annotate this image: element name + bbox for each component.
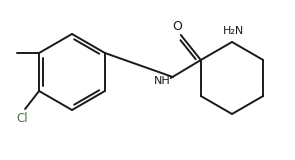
Text: NH: NH [153, 76, 170, 86]
Text: O: O [172, 20, 182, 32]
Text: H₂N: H₂N [222, 26, 244, 36]
Text: Cl: Cl [16, 112, 28, 124]
